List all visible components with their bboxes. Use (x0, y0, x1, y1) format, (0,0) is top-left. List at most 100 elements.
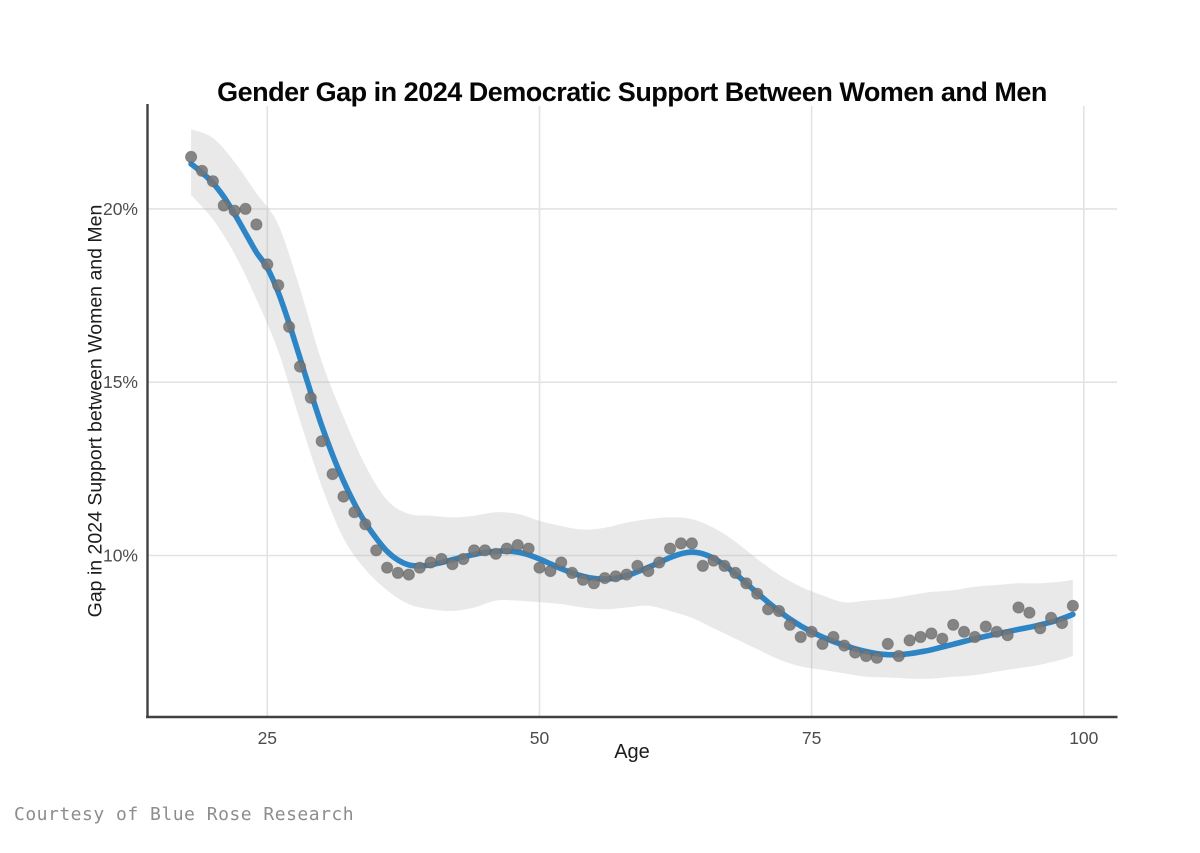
data-point (1066, 599, 1080, 612)
data-point (674, 537, 688, 550)
data-point (326, 468, 339, 481)
confidence-band (191, 129, 1073, 679)
data-point (620, 568, 633, 581)
data-point (370, 544, 383, 557)
data-point (206, 175, 219, 188)
x-tick-label: 25 (258, 728, 277, 748)
data-point (881, 637, 894, 651)
data-point (555, 556, 568, 569)
scatter-points (185, 150, 1080, 664)
data-point (1045, 611, 1058, 625)
data-point (533, 561, 546, 574)
data-point (979, 620, 992, 633)
data-point (446, 558, 459, 571)
data-point (576, 573, 590, 586)
y-tick-label: 15% (103, 372, 138, 392)
data-point (391, 566, 404, 580)
y-axis-title: Gap in 2024 Support between Women and Me… (84, 204, 107, 618)
data-point (968, 630, 982, 644)
gridlines (147, 106, 1117, 716)
data-point (250, 218, 263, 231)
data-point (718, 559, 731, 573)
data-point (696, 559, 709, 573)
data-point (228, 204, 241, 217)
data-point (903, 634, 916, 647)
data-point (522, 542, 535, 555)
data-point (348, 506, 361, 519)
data-point (794, 630, 807, 644)
data-point (489, 547, 502, 560)
data-point (860, 649, 873, 663)
data-point (914, 630, 927, 644)
data-point (413, 561, 426, 574)
data-point (544, 565, 557, 578)
data-point (870, 651, 884, 664)
data-point (772, 604, 786, 618)
data-point (816, 637, 829, 651)
data-point (762, 603, 775, 616)
data-point (598, 572, 611, 585)
data-point (892, 649, 905, 663)
data-point (587, 577, 601, 590)
data-point (925, 627, 938, 640)
data-point (1023, 606, 1036, 619)
x-tick-label: 100 (1069, 728, 1098, 748)
y-tick-label: 20% (103, 199, 138, 219)
data-point (838, 639, 851, 652)
data-point (293, 360, 307, 373)
x-tick-label: 50 (530, 728, 550, 748)
data-point (1001, 629, 1014, 642)
data-point (424, 556, 437, 569)
data-point (315, 435, 328, 448)
data-point (1012, 601, 1025, 614)
data-point (685, 537, 699, 550)
data-point (827, 630, 840, 644)
data-point (478, 544, 492, 557)
data-point (664, 542, 677, 555)
data-point (707, 554, 720, 567)
data-point (304, 391, 317, 404)
data-point (500, 542, 513, 555)
data-point (185, 150, 198, 163)
data-point (729, 566, 742, 580)
data-point (511, 539, 524, 552)
data-point (468, 544, 481, 557)
footer-credit: Courtesy of Blue Rose Research (14, 804, 355, 825)
data-point (642, 565, 655, 578)
data-point (217, 199, 230, 212)
data-point (457, 552, 470, 566)
data-point (783, 618, 797, 631)
data-point (1034, 622, 1047, 635)
data-point (990, 625, 1003, 638)
data-point (359, 518, 372, 531)
data-point (402, 568, 415, 581)
data-point (435, 552, 448, 566)
x-axis-title: Age (614, 741, 650, 763)
axes (146, 104, 1118, 719)
data-point (740, 577, 753, 590)
data-point (239, 202, 252, 215)
data-point (609, 570, 622, 583)
x-tick-label: 75 (802, 728, 821, 748)
data-point (805, 625, 818, 638)
data-point (653, 556, 666, 569)
confidence-band-layer (191, 129, 1073, 679)
data-point (261, 258, 274, 271)
data-point (1055, 617, 1069, 630)
data-point (566, 566, 579, 580)
data-point (936, 632, 949, 645)
tick-labels: 10% 15% 20% 25 50 75 100 (103, 199, 1099, 748)
data-point (337, 490, 350, 503)
data-point (283, 320, 296, 333)
data-point (957, 625, 971, 638)
data-point (751, 587, 764, 600)
y-tick-label: 10% (103, 546, 138, 566)
data-point (631, 559, 644, 573)
data-point (849, 646, 862, 659)
data-point (272, 279, 285, 292)
data-point (195, 164, 209, 177)
chart-title: Gender Gap in 2024 Democratic Support Be… (217, 77, 1047, 107)
data-point (947, 618, 960, 631)
